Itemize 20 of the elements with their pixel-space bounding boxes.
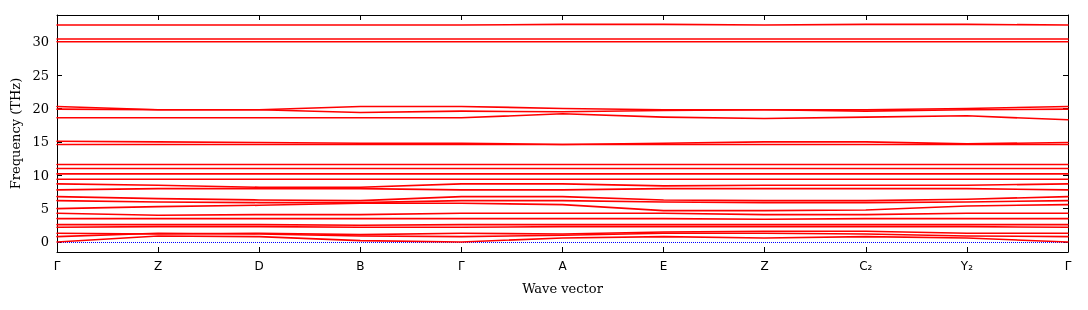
x-tick-label: E <box>659 259 668 273</box>
y-tick-label: 30 <box>32 34 49 50</box>
x-tick-label: C₂ <box>859 259 873 273</box>
y-tick-label: 10 <box>32 167 49 183</box>
y-axis-title: Frequency (THz) <box>7 77 23 190</box>
x-tick-label: Γ <box>1064 259 1072 273</box>
y-tick-label: 15 <box>32 134 49 150</box>
x-tick-label: D <box>254 259 264 273</box>
x-axis-title: Wave vector <box>522 281 604 296</box>
x-tick-label: Y₂ <box>959 259 974 273</box>
y-tick-label: 20 <box>32 100 49 116</box>
x-tick-label: A <box>558 259 568 273</box>
x-tick-label: Z <box>153 259 163 273</box>
y-tick-label: 25 <box>32 67 49 83</box>
y-tick-label: 0 <box>40 234 49 250</box>
x-tick-label: Γ <box>458 259 466 273</box>
x-tick-label: Γ <box>53 259 61 273</box>
y-tick-label: 5 <box>40 201 49 217</box>
x-tick-label: B <box>356 259 365 273</box>
x-tick-label: Z <box>760 259 769 273</box>
